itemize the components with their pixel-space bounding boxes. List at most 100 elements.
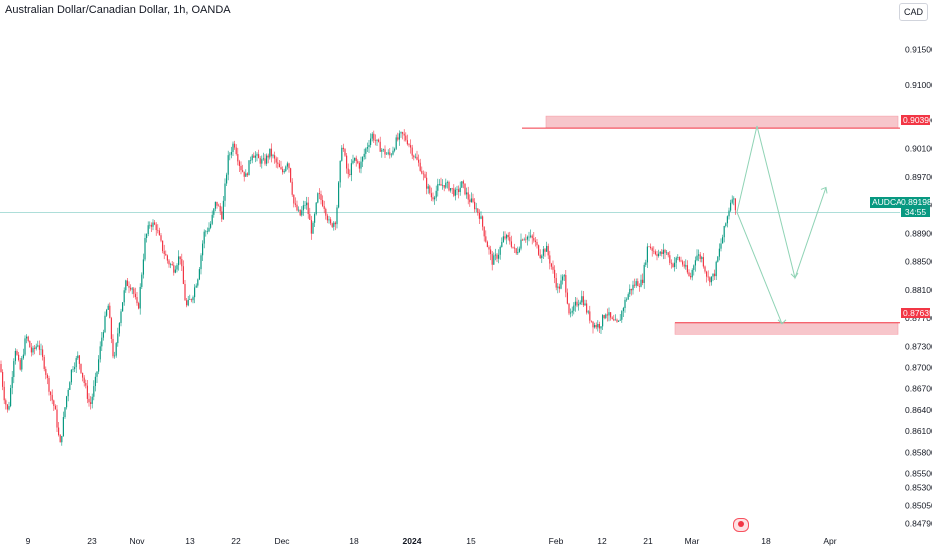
candle-body <box>16 350 18 355</box>
candle-body <box>627 294 629 300</box>
candle-body <box>330 219 332 224</box>
candle-body <box>528 236 530 238</box>
candle <box>557 283 559 294</box>
candle-body <box>456 189 458 190</box>
candle-body <box>339 160 341 183</box>
candle <box>424 171 426 179</box>
candle-body <box>592 321 594 328</box>
candle <box>363 148 365 160</box>
candle-body <box>235 147 237 155</box>
candle-body <box>38 345 40 350</box>
candle <box>482 215 484 231</box>
candle <box>109 302 111 319</box>
candle <box>422 170 424 181</box>
candle <box>99 341 101 363</box>
candle <box>685 259 687 270</box>
candle <box>112 334 114 359</box>
candle <box>181 253 183 272</box>
candle <box>272 153 274 159</box>
candle-body <box>245 173 247 177</box>
candle <box>579 300 581 305</box>
candle <box>534 237 536 247</box>
candle <box>166 254 168 264</box>
candle-body <box>683 264 685 267</box>
time-axis[interactable]: 9 23 Nov 13 22 Dec 18 2024 15 Feb 12 21 Mar 18 Apr <box>26 536 837 546</box>
candle <box>11 371 13 395</box>
candle-body <box>21 358 23 370</box>
candle <box>130 284 132 292</box>
candle-body <box>558 286 560 289</box>
candle <box>5 398 7 410</box>
candle-body <box>176 265 178 270</box>
candle <box>43 354 45 372</box>
candle <box>123 287 125 306</box>
candle-body <box>90 402 92 404</box>
candle <box>88 393 90 407</box>
candle <box>352 154 354 165</box>
candle <box>413 154 415 161</box>
candle <box>155 222 157 236</box>
candle <box>309 207 311 220</box>
candle-body <box>250 160 252 161</box>
candle-body <box>259 158 261 164</box>
candle <box>427 183 429 194</box>
candle <box>56 405 58 432</box>
candle-body <box>328 219 330 221</box>
candle-body <box>46 374 48 379</box>
candle <box>301 206 303 217</box>
candle <box>210 221 212 230</box>
candle-body <box>562 276 564 281</box>
time-tick-label: 15 <box>466 536 476 546</box>
tradingview-logo-icon[interactable] <box>733 518 749 532</box>
candle-body <box>219 205 221 212</box>
candle <box>338 181 340 209</box>
candle <box>262 152 264 161</box>
candle <box>506 233 508 245</box>
candle-body <box>360 161 362 169</box>
candle-body <box>274 155 276 159</box>
candle <box>325 207 327 220</box>
candle <box>323 200 325 214</box>
resistance-zone <box>545 115 899 129</box>
candle <box>432 192 434 202</box>
candle-body <box>730 202 732 211</box>
candle <box>371 132 373 142</box>
candle <box>469 194 471 207</box>
candle-body <box>584 303 586 306</box>
candle <box>117 327 119 347</box>
candle <box>694 256 696 272</box>
candle-body <box>531 235 533 239</box>
candle-body <box>290 168 292 182</box>
currency-button[interactable]: CAD <box>899 3 928 21</box>
candle <box>725 222 727 228</box>
candle-body <box>491 254 493 265</box>
candle-body <box>594 325 596 328</box>
candle-body <box>48 378 50 392</box>
candle-body <box>608 312 610 316</box>
candle-body <box>395 137 397 149</box>
candle <box>653 246 655 255</box>
candle <box>50 391 52 402</box>
candle <box>678 256 680 263</box>
time-tick-label: Apr <box>823 536 836 546</box>
candle <box>133 287 135 298</box>
candle-body <box>664 249 666 253</box>
candle-body <box>645 262 647 265</box>
candle-body <box>208 227 210 232</box>
candle <box>451 187 453 195</box>
candle-body <box>277 162 279 164</box>
candle <box>403 129 405 142</box>
candle <box>315 201 317 216</box>
candle <box>350 159 352 182</box>
candle <box>16 349 18 356</box>
candle-body <box>298 209 300 211</box>
candle <box>229 152 231 161</box>
candle <box>494 248 496 261</box>
candle-body <box>66 396 68 408</box>
candle-body <box>387 152 389 154</box>
candle-body <box>144 237 146 260</box>
candle-body <box>110 318 112 339</box>
candle <box>450 187 452 193</box>
